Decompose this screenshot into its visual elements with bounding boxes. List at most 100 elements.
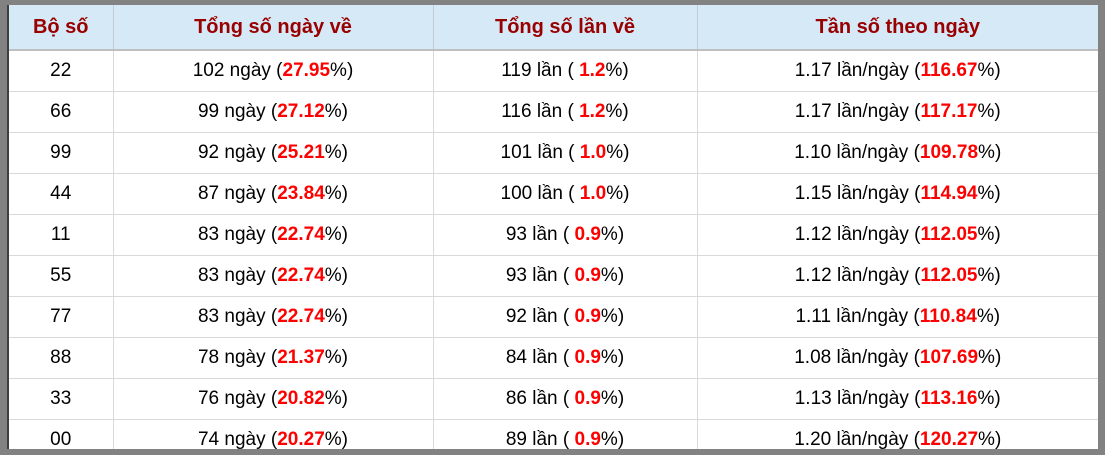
percent-close: %): [324, 224, 348, 245]
pair-cell: 66: [9, 91, 114, 133]
lottery-pair-statistics-table: Bộ số Tổng số ngày về Tổng số lần về Tần…: [9, 5, 1098, 449]
days-text: 87 ngày (: [197, 183, 278, 204]
percent-close: %): [977, 183, 1001, 204]
days-cell: 99 ngày (27.12%): [113, 91, 434, 133]
percent-close: %): [977, 265, 1001, 286]
percent-close: %): [324, 101, 348, 122]
freq-cell: 1.17 lần/ngày (116.67%): [697, 50, 1098, 92]
percent-close: %): [324, 388, 348, 409]
freq-cell: 1.12 lần/ngày (112.05%): [697, 255, 1098, 297]
days-cell: 102 ngày (27.95%): [113, 50, 434, 92]
days-cell: 92 ngày (25.21%): [113, 132, 434, 174]
times-percent-highlight: 1.2: [579, 60, 606, 81]
freq-text: 1.11 lần/ngày (: [795, 306, 920, 327]
days-percent-highlight: 22.74: [277, 224, 325, 245]
column-header-freq: Tần số theo ngày: [697, 5, 1098, 51]
days-percent-highlight: 20.82: [277, 388, 325, 409]
percent-close: %): [600, 224, 625, 245]
times-text: 93 lần (: [505, 265, 575, 286]
freq-text: 1.08 lần/ngày (: [794, 347, 920, 368]
table-row: 44 87 ngày (23.84%) 100 lần ( 1.0%) 1.15…: [9, 173, 1098, 215]
times-cell: 92 lần ( 0.9%): [433, 296, 698, 338]
table-row: 88 78 ngày (21.37%) 84 lần ( 0.9%) 1.08 …: [9, 337, 1098, 379]
table-row: 00 74 ngày (20.27%) 89 lần ( 0.9%) 1.20 …: [9, 419, 1098, 449]
days-text: 78 ngày (: [197, 347, 278, 368]
freq-text: 1.20 lần/ngày (: [794, 429, 920, 449]
percent-close: %): [605, 101, 629, 122]
pair-cell: 99: [9, 132, 114, 174]
times-cell: 100 lần ( 1.0%): [433, 173, 698, 215]
days-cell: 87 ngày (23.84%): [113, 173, 434, 215]
times-percent-highlight: 1.0: [579, 142, 607, 163]
days-percent-highlight: 22.74: [277, 265, 325, 286]
times-text: 100 lần (: [500, 183, 580, 204]
pair-cell: 88: [9, 337, 114, 379]
percent-close: %): [324, 183, 348, 204]
freq-text: 1.15 lần/ngày (: [794, 183, 921, 204]
percent-close: %): [977, 224, 1001, 245]
header-row: Bộ số Tổng số ngày về Tổng số lần về Tần…: [9, 5, 1098, 51]
percent-close: %): [977, 60, 1001, 81]
times-percent-highlight: 1.0: [579, 183, 607, 204]
freq-percent-highlight: 114.94: [920, 183, 978, 204]
table-row: 33 76 ngày (20.82%) 86 lần ( 0.9%) 1.13 …: [9, 378, 1098, 420]
times-text: 93 lần (: [505, 224, 575, 245]
percent-close: %): [324, 347, 348, 368]
percent-close: %): [324, 306, 348, 327]
freq-cell: 1.10 lần/ngày (109.78%): [697, 132, 1098, 174]
pair-value: 55: [50, 265, 72, 286]
table-row: 22 102 ngày (27.95%) 119 lần ( 1.2%) 1.1…: [9, 50, 1098, 92]
pair-value: 33: [50, 388, 72, 409]
table-row: 66 99 ngày (27.12%) 116 lần ( 1.2%) 1.17…: [9, 91, 1098, 133]
percent-close: %): [600, 347, 625, 368]
percent-close: %): [324, 265, 348, 286]
days-cell: 83 ngày (22.74%): [113, 214, 434, 256]
times-text: 86 lần (: [505, 388, 575, 409]
times-percent-highlight: 1.2: [579, 101, 606, 122]
freq-percent-highlight: 109.78: [919, 142, 979, 163]
days-cell: 83 ngày (22.74%): [113, 296, 434, 338]
table-wrapper: Bộ số Tổng số ngày về Tổng số lần về Tần…: [7, 5, 1098, 449]
pair-cell: 00: [9, 419, 114, 449]
freq-percent-highlight: 112.05: [920, 265, 978, 286]
days-text: 92 ngày (: [197, 142, 278, 163]
days-cell: 74 ngày (20.27%): [113, 419, 434, 449]
freq-cell: 1.15 lần/ngày (114.94%): [697, 173, 1098, 215]
days-text: 102 ngày (: [192, 60, 283, 81]
times-percent-highlight: 0.9: [574, 388, 601, 409]
days-text: 83 ngày (: [197, 265, 278, 286]
percent-close: %): [605, 60, 629, 81]
percent-close: %): [977, 388, 1001, 409]
freq-text: 1.12 lần/ngày (: [794, 224, 921, 245]
times-percent-highlight: 0.9: [574, 429, 601, 449]
freq-text: 1.12 lần/ngày (: [794, 265, 921, 286]
table-row: 99 92 ngày (25.21%) 101 lần ( 1.0%) 1.10…: [9, 132, 1098, 174]
days-percent-highlight: 27.95: [282, 60, 331, 81]
freq-text: 1.17 lần/ngày (: [794, 101, 921, 122]
freq-percent-highlight: 112.05: [920, 224, 978, 245]
times-percent-highlight: 0.9: [574, 224, 601, 245]
percent-close: %): [978, 142, 1002, 163]
times-cell: 101 lần ( 1.0%): [433, 132, 698, 174]
times-text: 119 lần (: [501, 60, 580, 81]
days-percent-highlight: 20.27: [277, 429, 325, 449]
pair-value: 44: [50, 183, 72, 204]
table-row: 55 83 ngày (22.74%) 93 lần ( 0.9%) 1.12 …: [9, 255, 1098, 297]
freq-percent-highlight: 116.67: [920, 60, 978, 81]
pair-value: 11: [50, 224, 71, 245]
percent-close: %): [600, 306, 625, 327]
pair-cell: 22: [9, 50, 114, 92]
times-text: 89 lần (: [505, 429, 575, 449]
table-row: 11 83 ngày (22.74%) 93 lần ( 0.9%) 1.12 …: [9, 214, 1098, 256]
pair-cell: 55: [9, 255, 114, 297]
times-text: 92 lần (: [505, 306, 575, 327]
percent-close: %): [324, 429, 348, 449]
freq-percent-highlight: 113.16: [920, 388, 978, 409]
days-percent-highlight: 21.37: [277, 347, 325, 368]
column-header-times: Tổng số lần về: [433, 5, 698, 51]
freq-cell: 1.08 lần/ngày (107.69%): [697, 337, 1098, 379]
freq-cell: 1.11 lần/ngày (110.84%): [697, 296, 1098, 338]
freq-percent-highlight: 120.27: [919, 429, 979, 449]
percent-close: %): [606, 183, 630, 204]
